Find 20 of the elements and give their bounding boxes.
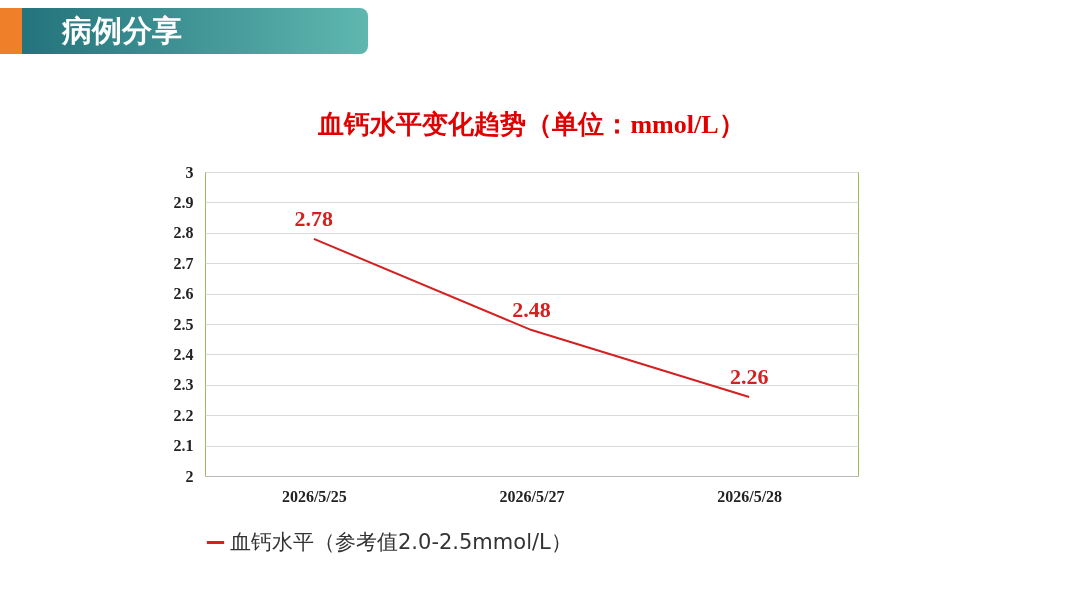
y-tick-label: 2.5 — [173, 315, 194, 333]
y-tick-label: 2.6 — [173, 285, 194, 303]
y-tick-label: 2.9 — [173, 193, 194, 211]
legend-label: 血钙水平（参考值2.0-2.5mmol/L） — [230, 529, 572, 554]
y-tick-label: 2.2 — [173, 406, 194, 424]
chart-title: 血钙水平变化趋势（单位：mmol/L） — [317, 110, 745, 139]
data-label: 2.78 — [294, 205, 334, 231]
x-tick-label: 2026/5/25 — [281, 487, 347, 505]
y-tick-label: 2.4 — [173, 345, 194, 363]
y-tick-label: 2 — [185, 467, 194, 485]
data-label: 2.26 — [729, 363, 769, 389]
text: 病例分享 — [62, 12, 182, 50]
x-tick-label: 2026/5/28 — [717, 487, 783, 505]
y-tick-label: 2.3 — [173, 376, 194, 394]
data-label: 2.48 — [512, 297, 551, 323]
x-tick-label: 2026/5/27 — [499, 487, 565, 505]
y-tick-label: 2.1 — [173, 437, 194, 455]
y-tick-label: 3 — [185, 163, 194, 181]
y-tick-label: 2.7 — [173, 254, 194, 272]
y-tick-label: 2.8 — [173, 224, 194, 242]
